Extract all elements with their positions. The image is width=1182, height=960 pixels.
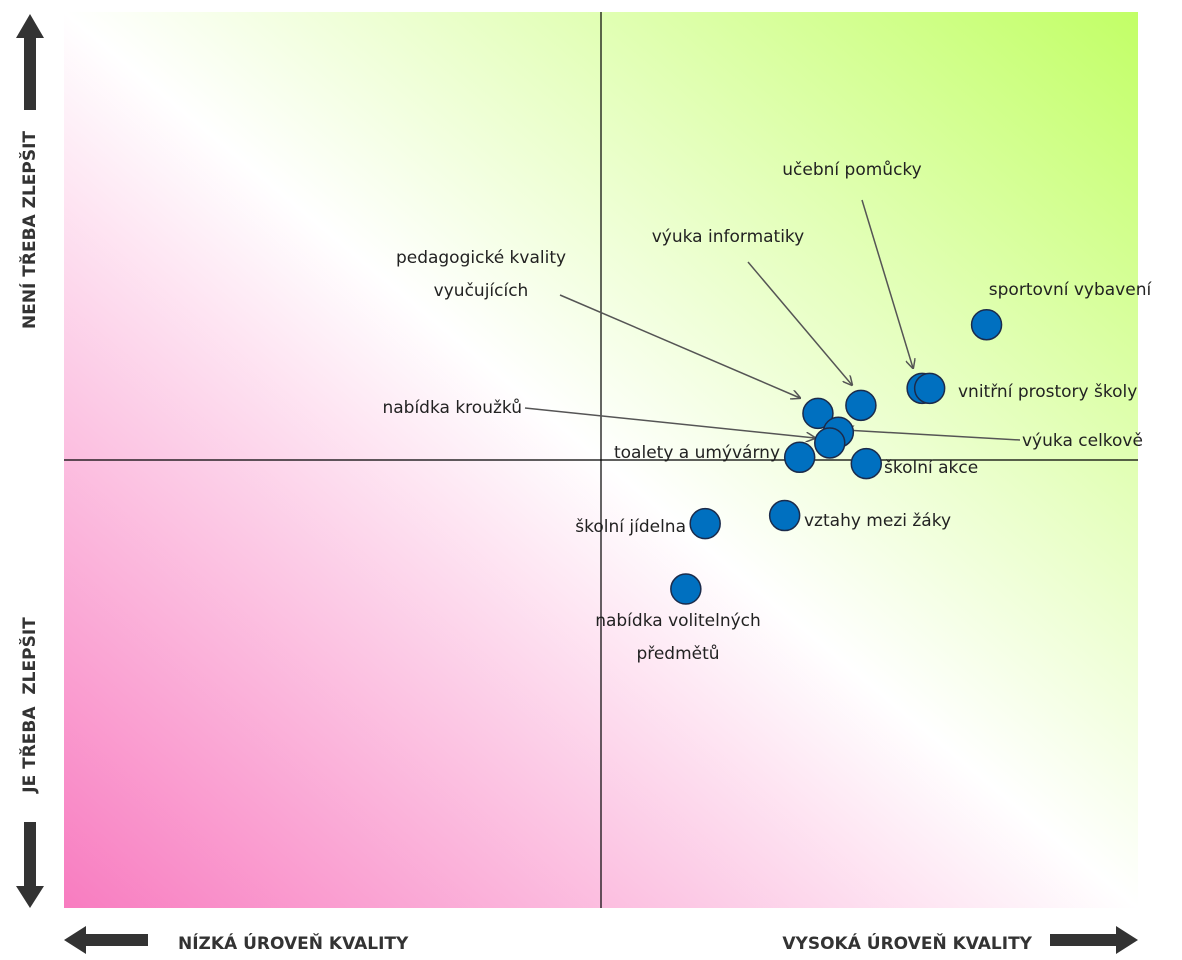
point-label: výuka celkově [1022, 431, 1143, 451]
y-axis-label: JE TŘEBA ZLEPŠIT [18, 617, 40, 794]
point [689, 507, 721, 540]
point-label: výuka informatiky [652, 227, 805, 247]
point [850, 447, 883, 480]
point [814, 427, 846, 459]
point-label: pedagogické kvality [396, 248, 566, 268]
callouts [524, 199, 1021, 441]
callout-arrow [845, 430, 1021, 441]
point [913, 372, 946, 405]
callout-arrow [559, 294, 800, 398]
point-label: sportovní vybavení [989, 280, 1153, 300]
point [783, 441, 816, 474]
point-label: vyučujících [434, 281, 529, 301]
point [768, 499, 801, 532]
point-label: toalety a umývárny [614, 443, 780, 463]
axis-arrow [64, 926, 148, 954]
point-label: nabídka volitelných [595, 611, 761, 631]
point [970, 308, 1003, 341]
axis-arrow [1050, 926, 1138, 954]
point-label: školní akce [884, 458, 978, 478]
point [802, 397, 834, 430]
point-label: školní jídelna [575, 517, 686, 537]
callout-arrow [861, 199, 913, 368]
point [670, 573, 702, 605]
point-label: vztahy mezi žáky [804, 511, 951, 531]
point-label: nabídka kroužků [382, 398, 522, 418]
axis-arrow [16, 822, 44, 908]
point-label: vnitřní prostory školy [958, 382, 1137, 402]
x-axis-label: VYSOKÁ ÚROVEŇ KVALITY [782, 932, 1032, 954]
point-label: učební pomůcky [782, 160, 921, 180]
axis-arrow [16, 14, 44, 110]
x-axis-label: NÍZKÁ ÚROVEŇ KVALITY [178, 932, 409, 954]
point-label: předmětů [636, 644, 719, 664]
point [845, 389, 877, 422]
y-axis-label: NENÍ TŘEBA ZLEPŠIT [18, 131, 40, 329]
callout-arrow [524, 407, 815, 438]
callout-arrow [747, 261, 852, 385]
